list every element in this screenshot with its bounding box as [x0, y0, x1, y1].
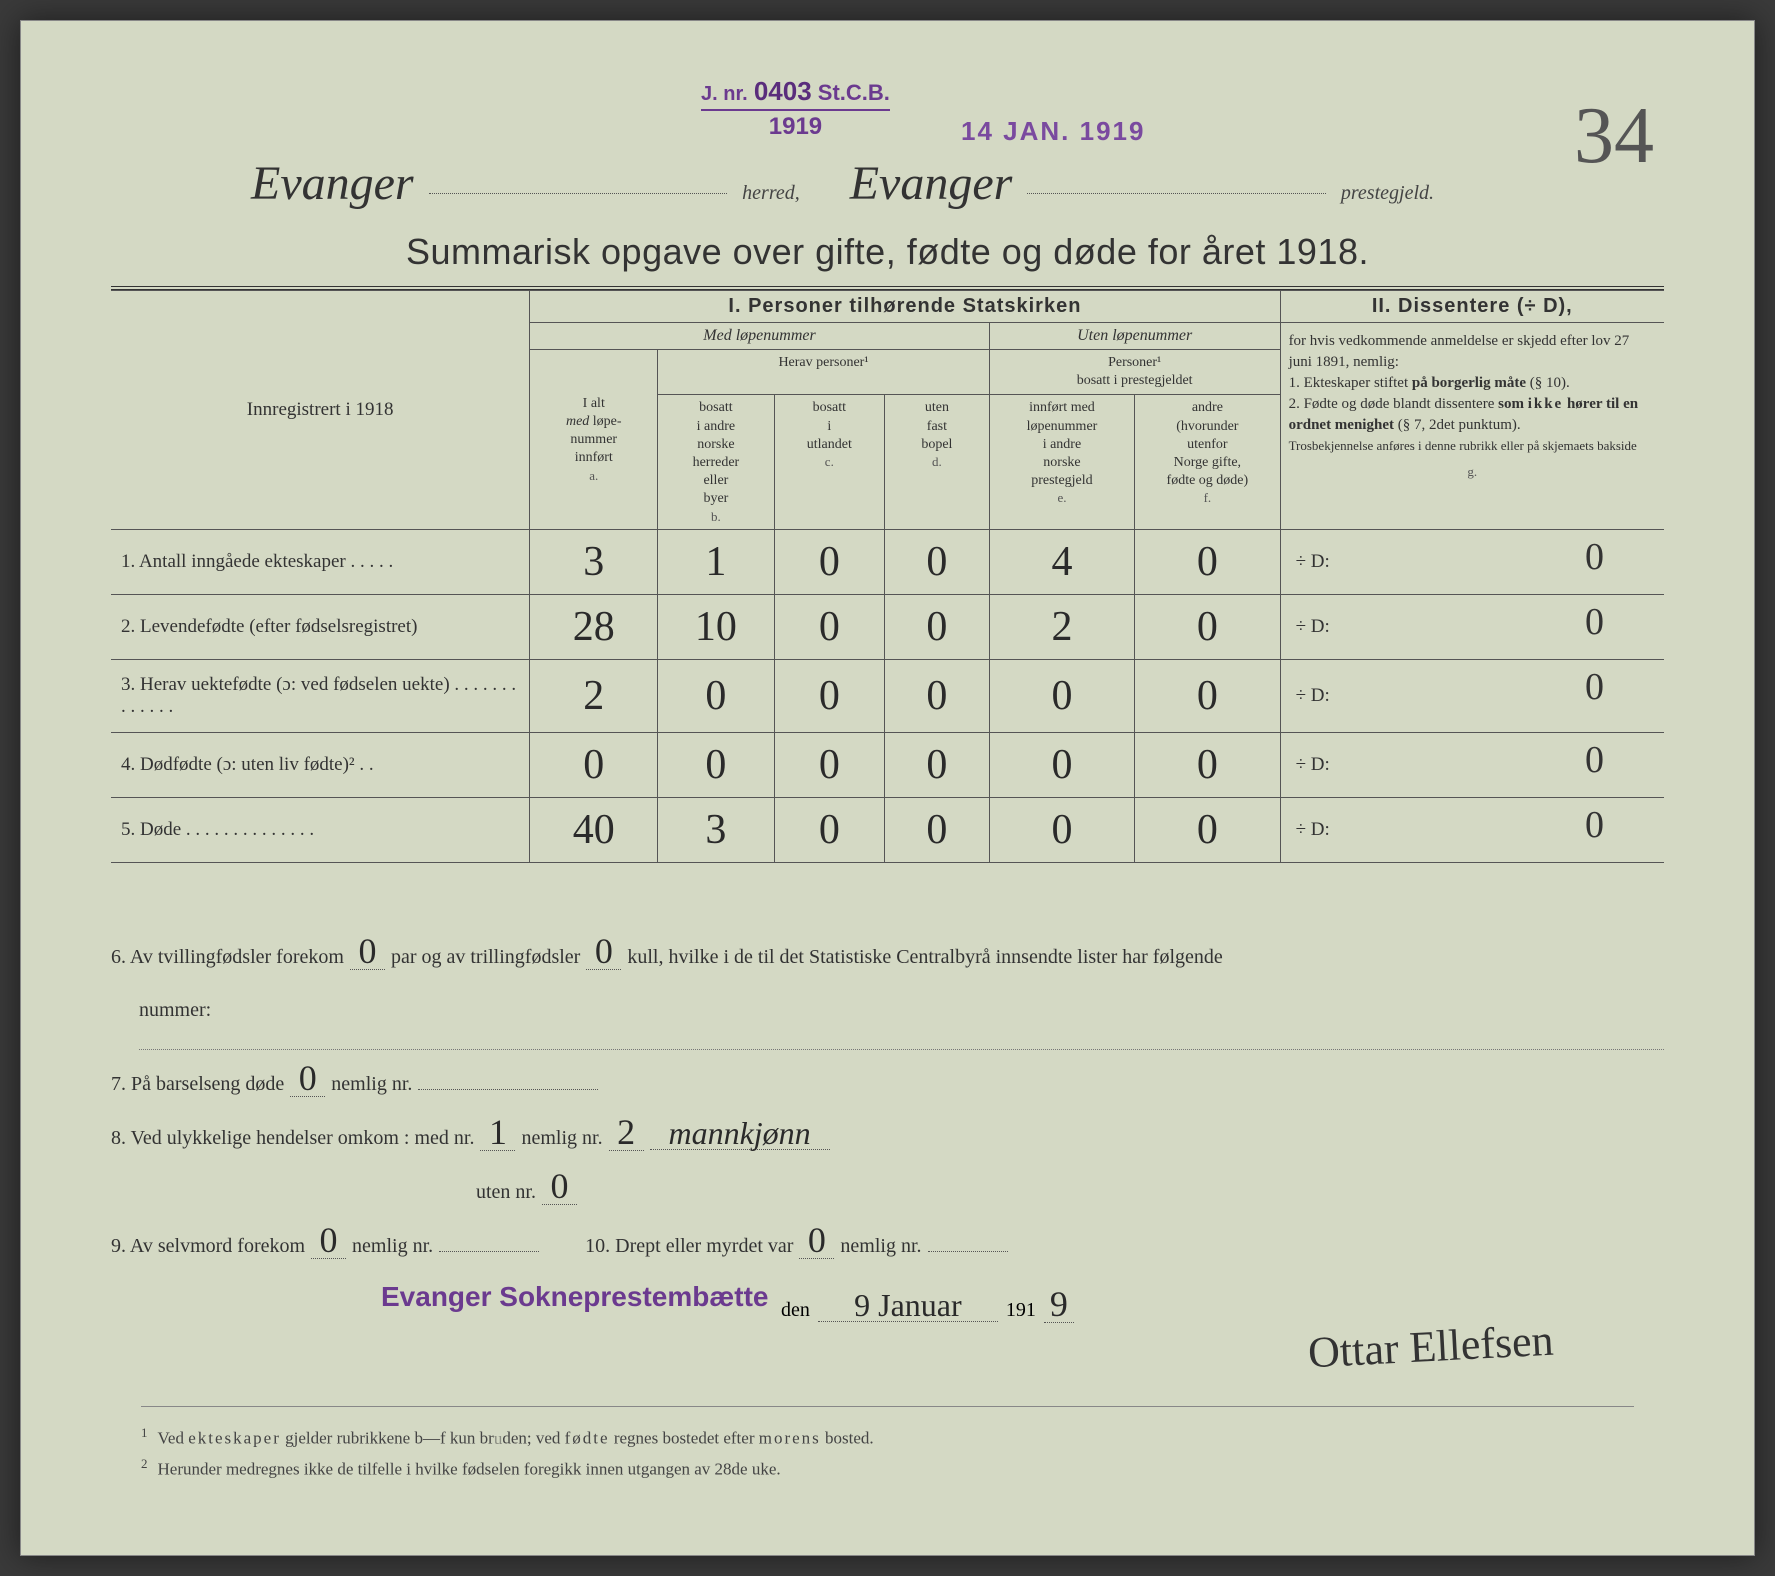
q8-val1: 1 — [480, 1114, 515, 1151]
col-b: bosatti andrenorskeherrederellerbyerb. — [658, 395, 774, 530]
col-d: utenfastbopeld. — [885, 395, 990, 530]
den-label: den — [781, 1299, 810, 1322]
q8-c: uten nr. — [476, 1169, 536, 1216]
q8-note: mannkjønn — [650, 1117, 830, 1150]
signature-line: den 9 Januar 191 9 — [781, 1286, 1074, 1323]
section2-header: II. Dissentere (÷ D), — [1280, 291, 1664, 323]
q6-b: par og av trillingfødsler — [391, 934, 580, 981]
col-c: bosattiutlandetc. — [774, 395, 885, 530]
prestegjeld-label: prestegjeld. — [1341, 182, 1434, 205]
journal-number: 0403 — [754, 76, 812, 106]
year-digit: 9 — [1044, 1286, 1074, 1323]
col-a: I altmed løpe-nummerinnført a. — [530, 350, 658, 530]
med-lopenummer: Med løpenummer — [530, 323, 989, 350]
q6-c: kull, hvilke i de til det Statistiske Ce… — [627, 934, 1222, 981]
journal-suffix: St.C.B. — [818, 80, 890, 105]
footnote-1: Ved ekteskaper gjelder rubrikkene b—f ku… — [158, 1429, 874, 1448]
left-header: Innregistrert i 1918 — [111, 291, 530, 530]
signature-name: Ottar Ellefsen — [1307, 1315, 1555, 1379]
herred-label: herred, — [742, 182, 800, 205]
q9-b: nemlig nr. — [352, 1223, 433, 1270]
q10-b: nemlig nr. — [840, 1223, 921, 1270]
table-row: 4. Dødfødte (ɔ: uten liv fødte)² . . 0 0… — [111, 733, 1664, 798]
q8-val3: 0 — [542, 1168, 577, 1205]
q8-b: nemlig nr. — [521, 1115, 602, 1162]
col-f: andre(hvorunderutenforNorge gifte,fødte … — [1135, 395, 1280, 530]
footnote-2: Herunder medregnes ikke de tilfelle i hv… — [158, 1460, 781, 1479]
q6-val2: 0 — [586, 933, 621, 970]
journal-year: 1919 — [701, 113, 890, 142]
parish-stamp: Evanger Sokneprestembætte — [381, 1281, 768, 1313]
footnotes: 1Ved ekteskaper gjelder rubrikkene b—f k… — [141, 1406, 1634, 1485]
section1-header: I. Personer tilhørende Statskirken — [530, 291, 1280, 323]
q10-a: 10. Drept eller myrdet var — [585, 1223, 793, 1270]
personer-bosatt: Personer¹bosatt i prestegjeldet — [989, 350, 1280, 395]
dissenter-info: for hvis vedkommende anmeldelse er skjed… — [1280, 323, 1664, 530]
col-g-letter: g. — [1289, 463, 1656, 481]
sig-date: 9 Januar — [818, 1289, 998, 1322]
q7-b: nemlig nr. — [331, 1061, 412, 1108]
q8-val2: 2 — [609, 1114, 644, 1151]
q10-val: 0 — [799, 1222, 834, 1259]
main-table: Innregistrert i 1918 I. Personer tilhøre… — [111, 286, 1664, 863]
q6-d: nummer: — [139, 987, 211, 1034]
q9-val: 0 — [311, 1222, 346, 1259]
received-date-stamp: 14 JAN. 1919 — [961, 116, 1145, 147]
lower-section: 6. Av tvillingfødsler forekom 0 par og a… — [111, 933, 1664, 1276]
table-row: 1. Antall inngåede ekteskaper . . . . . … — [111, 530, 1664, 595]
header-line: Evanger herred, Evanger prestegjeld. — [111, 156, 1664, 211]
table-row: 5. Døde . . . . . . . . . . . . . . 40 3… — [111, 798, 1664, 863]
journal-stamp: J. nr. 0403 St.C.B. 1919 — [701, 76, 890, 142]
col-e: innført medløpenummeri andrenorskepreste… — [989, 395, 1134, 530]
q9-a: 9. Av selvmord forekom — [111, 1223, 305, 1270]
document-page: J. nr. 0403 St.C.B. 1919 14 JAN. 1919 34… — [20, 20, 1755, 1556]
journal-label: J. nr. — [701, 83, 748, 105]
herred-name: Evanger — [251, 156, 414, 211]
uten-lopenummer: Uten løpenummer — [989, 323, 1280, 350]
q8-a: 8. Ved ulykkelige hendelser omkom : med … — [111, 1115, 474, 1162]
q7-val: 0 — [290, 1060, 325, 1097]
q6-val1: 0 — [350, 933, 385, 970]
table-row: 2. Levendefødte (efter fødselsregistret)… — [111, 595, 1664, 660]
year-prefix: 191 — [1006, 1299, 1036, 1322]
q7-a: 7. På barselseng døde — [111, 1061, 284, 1108]
table-row: 3. Herav uektefødte (ɔ: ved fødselen uek… — [111, 660, 1664, 733]
herav-personer: Herav personer¹ — [658, 350, 990, 395]
q6-a: 6. Av tvillingfødsler forekom — [111, 934, 344, 981]
prestegjeld-name: Evanger — [850, 156, 1013, 211]
document-title: Summarisk opgave over gifte, fødte og dø… — [111, 231, 1664, 273]
